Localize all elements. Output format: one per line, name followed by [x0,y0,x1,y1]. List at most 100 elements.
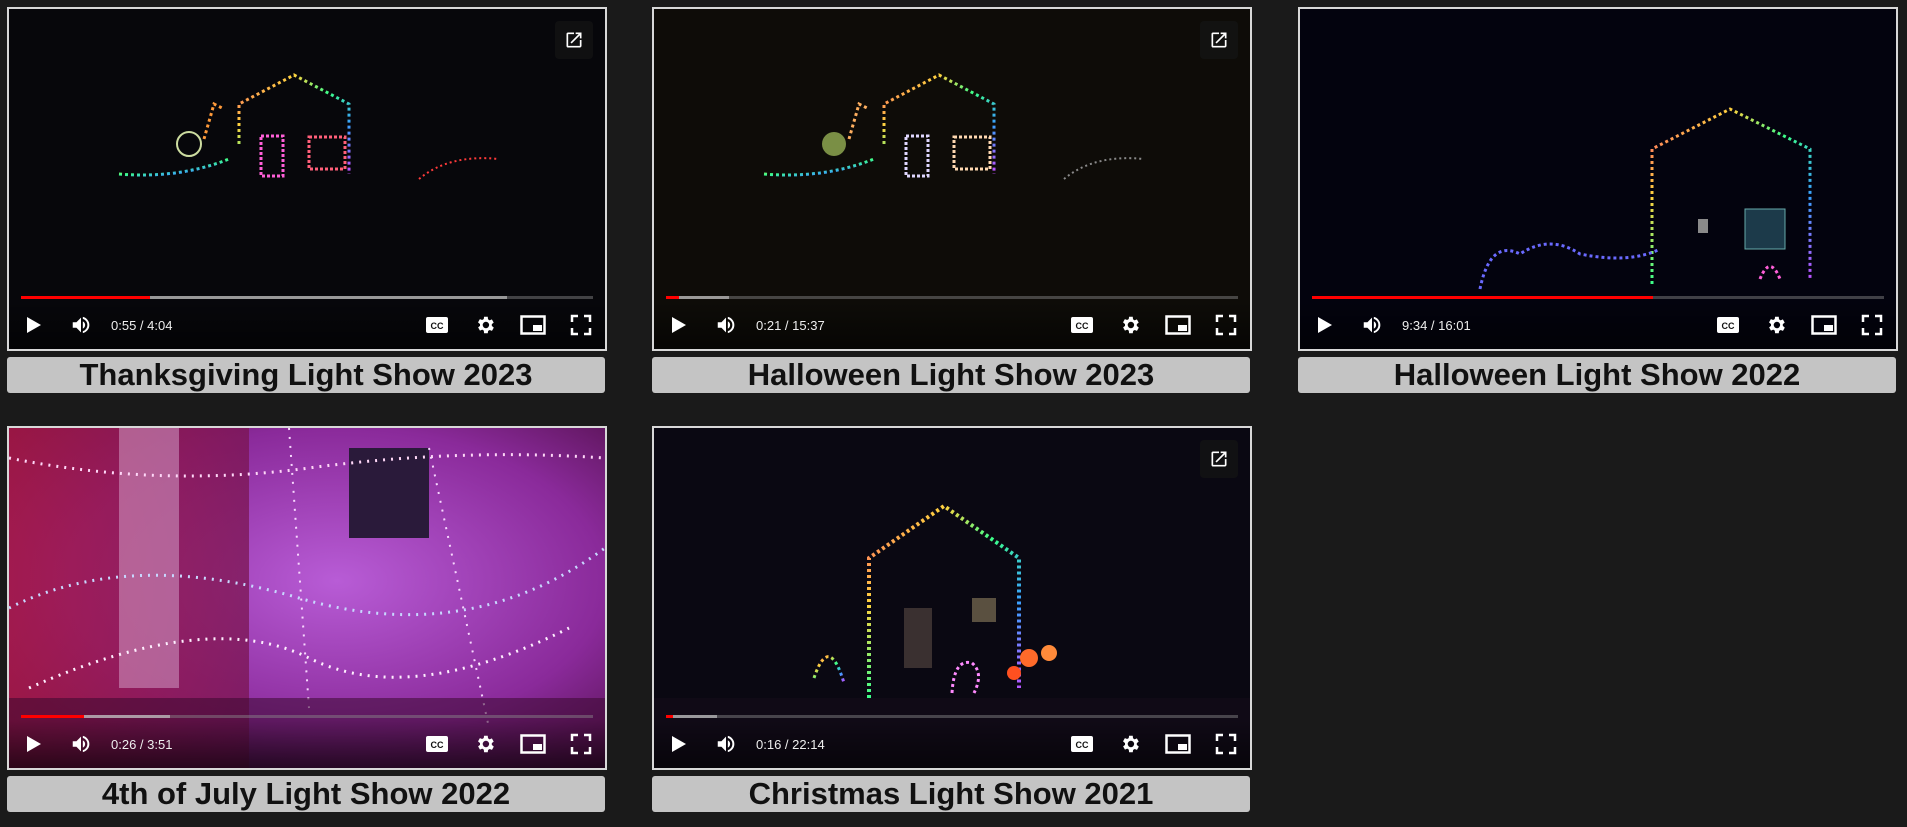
time-display: 0:21 / 15:37 [756,317,825,333]
play-button[interactable] [654,301,702,349]
progress-bar[interactable] [1312,296,1884,299]
video-frame [1300,9,1896,349]
closed-captions-icon: CC [1071,317,1093,333]
play-icon [27,736,41,752]
video-title: Christmas Light Show 2021 [652,776,1250,812]
svg-text:CC: CC [431,321,444,331]
captions-button[interactable]: CC [1058,301,1106,349]
open-in-new-window-icon [566,32,582,48]
miniplayer-icon [1165,734,1191,754]
miniplayer-button[interactable] [509,720,557,768]
settings-button[interactable] [1752,301,1800,349]
fullscreen-icon [570,733,592,755]
video-frame [9,428,605,768]
play-button[interactable] [9,301,57,349]
video-player[interactable]: 0:21 / 15:37 CC [652,7,1252,351]
open-in-new-window-icon [1211,451,1227,467]
video-player[interactable]: 0:16 / 22:14 CC [652,426,1252,770]
video-title: Thanksgiving Light Show 2023 [7,357,605,393]
miniplayer-button[interactable] [509,301,557,349]
fullscreen-icon [570,314,592,336]
video-card: 0:16 / 22:14 CC Christmas Light Show 202… [652,426,1252,812]
gear-icon [1769,316,1785,334]
play-button[interactable] [9,720,57,768]
captions-button[interactable]: CC [1704,301,1752,349]
miniplayer-icon [520,734,546,754]
player-controls: 0:26 / 3:51 CC [9,720,605,768]
gear-icon [1123,735,1139,753]
fullscreen-button[interactable] [557,301,605,349]
video-frame [654,9,1250,349]
volume-icon [72,316,90,334]
volume-icon [717,316,735,334]
volume-icon [72,735,90,753]
player-controls: 9:34 / 16:01 CC [1300,301,1896,349]
player-controls: 0:16 / 22:14 CC [654,720,1250,768]
video-player[interactable]: 0:55 / 4:04 CC [7,7,607,351]
settings-button[interactable] [1106,301,1154,349]
svg-text:CC: CC [1722,321,1735,331]
svg-text:CC: CC [431,740,444,750]
video-card: 0:21 / 15:37 CC Halloween Light Show 202… [652,7,1252,393]
played-bar [666,296,679,299]
miniplayer-button[interactable] [1154,301,1202,349]
play-icon [672,736,686,752]
settings-button[interactable] [461,301,509,349]
play-button[interactable] [1300,301,1348,349]
volume-button[interactable] [702,720,750,768]
fullscreen-button[interactable] [1202,720,1250,768]
video-card: 0:55 / 4:04 CC Thanksgiving Light Show 2… [7,7,607,393]
gear-icon [478,316,494,334]
fullscreen-icon [1861,314,1883,336]
volume-button[interactable] [57,301,105,349]
played-bar [1312,296,1654,299]
progress-bar[interactable] [666,296,1238,299]
fullscreen-button[interactable] [1848,301,1896,349]
video-title: Halloween Light Show 2022 [1298,357,1896,393]
volume-icon [1363,316,1381,334]
player-controls: 0:21 / 15:37 CC [654,301,1250,349]
time-display: 9:34 / 16:01 [1402,317,1471,333]
fullscreen-button[interactable] [1202,301,1250,349]
captions-button[interactable]: CC [1058,720,1106,768]
video-player[interactable]: 0:26 / 3:51 CC [7,426,607,770]
gear-icon [478,735,494,753]
play-button[interactable] [654,720,702,768]
buffer-bar [666,715,718,718]
progress-bar[interactable] [666,715,1238,718]
time-display: 0:26 / 3:51 [111,736,173,752]
captions-button[interactable]: CC [413,301,461,349]
progress-bar[interactable] [21,296,593,299]
open-in-new-window-button[interactable] [1200,21,1238,59]
video-title: 4th of July Light Show 2022 [7,776,605,812]
progress-bar[interactable] [21,715,593,718]
settings-button[interactable] [1106,720,1154,768]
video-card: 9:34 / 16:01 CC Halloween Light Show 202… [1298,7,1898,393]
video-player[interactable]: 9:34 / 16:01 CC [1298,7,1898,351]
miniplayer-icon [1165,315,1191,335]
closed-captions-icon: CC [1717,317,1739,333]
closed-captions-icon: CC [426,317,448,333]
gear-icon [1123,316,1139,334]
open-in-new-window-button[interactable] [555,21,593,59]
miniplayer-button[interactable] [1154,720,1202,768]
play-icon [672,317,686,333]
volume-button[interactable] [702,301,750,349]
open-in-new-window-icon [1211,32,1227,48]
miniplayer-button[interactable] [1800,301,1848,349]
fullscreen-button[interactable] [557,720,605,768]
miniplayer-icon [1811,315,1837,335]
play-icon [27,317,41,333]
closed-captions-icon: CC [426,736,448,752]
play-icon [1318,317,1332,333]
buffer-bar [666,296,729,299]
open-in-new-window-button[interactable] [1200,440,1238,478]
volume-button[interactable] [57,720,105,768]
settings-button[interactable] [461,720,509,768]
played-bar [21,715,84,718]
volume-button[interactable] [1348,301,1396,349]
captions-button[interactable]: CC [413,720,461,768]
miniplayer-icon [520,315,546,335]
closed-captions-icon: CC [1071,736,1093,752]
time-display: 0:16 / 22:14 [756,736,825,752]
